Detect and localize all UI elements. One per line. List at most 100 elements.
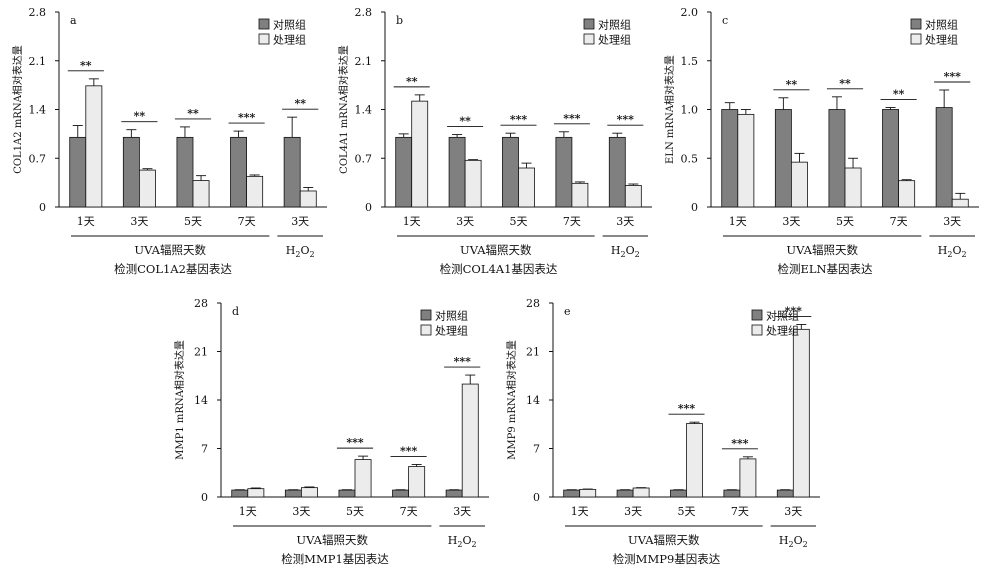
significance-label: *** (944, 70, 962, 83)
bar-treated (792, 328, 810, 498)
panel-caption: 检测MMP9基因表达 (613, 552, 721, 566)
x-tick-label: 3天 (616, 215, 634, 228)
bar-treated (247, 488, 265, 498)
significance-label: *** (678, 402, 696, 415)
y-tick-label: 2.8 (29, 6, 47, 19)
group-label-h2o2: H2O2 (448, 534, 477, 549)
legend-label-control: 对照组 (925, 18, 958, 32)
x-tick-label: 3天 (456, 215, 474, 228)
x-tick-label: 1天 (77, 215, 95, 228)
bar-treated (408, 466, 426, 498)
significance-label: *** (731, 437, 749, 450)
y-axis-label: ELN mRNA相对表达量 (663, 55, 676, 164)
bar-treated (300, 487, 318, 498)
x-tick-label: 3天 (782, 215, 800, 228)
y-tick-label: 2.1 (29, 55, 47, 68)
y-tick-label: 14 (526, 394, 540, 407)
y-tick-label: 21 (526, 346, 540, 359)
x-tick-label: 5天 (510, 215, 528, 228)
panel-a: 0 0.7 1.4 2.1 2.8 COL1A2 mRNA相对表达量 a ** 1天 ** 3天 **… (11, 6, 327, 276)
x-tick-label: 7天 (238, 215, 256, 228)
legend-label-treated: 处理组 (925, 33, 958, 47)
bar-treated (138, 169, 156, 208)
group-label-h2o2: H2O2 (938, 244, 967, 259)
bar-control (502, 136, 519, 208)
x-tick-label: 3天 (784, 505, 802, 518)
panel-caption: 检测COL1A2基因表达 (114, 262, 232, 276)
bar-control (563, 489, 581, 498)
y-tick-label: 1.0 (681, 104, 699, 117)
significance-label: *** (617, 113, 635, 126)
y-axis-label: MMP9 mRNA相对表达量 (505, 340, 518, 460)
x-tick-label: 3天 (291, 215, 309, 228)
bar-control (448, 136, 466, 208)
legend-label-treated: 处理组 (435, 324, 468, 338)
legend-swatch-control (258, 18, 270, 30)
y-axis-label: MMP1 mRNA相对表达量 (173, 340, 186, 460)
x-tick-label: 3天 (943, 215, 961, 228)
panel-caption: 检测MMP1基因表达 (281, 552, 389, 566)
panel-letter: a (70, 14, 77, 27)
y-tick-label: 1.5 (681, 55, 699, 68)
bar-treated (518, 167, 535, 208)
bar-control (231, 489, 249, 498)
bar-control (230, 136, 248, 208)
panel-letter: b (396, 14, 403, 27)
x-tick-label: 3天 (453, 505, 471, 518)
bar-treated (632, 487, 650, 498)
bar-treated (739, 458, 757, 498)
y-tick-label: 28 (194, 297, 208, 310)
bar-control (935, 107, 953, 208)
bar-treated (579, 488, 597, 498)
legend-swatch-treated (420, 324, 432, 336)
bar-treated (686, 423, 703, 498)
y-tick-label: 0 (533, 491, 540, 504)
bar-control (284, 489, 302, 498)
bar-control (721, 109, 739, 208)
y-tick-label: 2.0 (681, 6, 699, 19)
panel-d: 0 7 14 21 28 MMP1 mRNA相对表达量 d 1天 3天 *** 5天 *** 7天 ***… (173, 297, 489, 566)
bar-control (774, 109, 792, 208)
bar-treated (844, 167, 862, 208)
significance-label: ** (893, 88, 905, 101)
significance-label: *** (454, 355, 472, 368)
legend-swatch-treated (258, 33, 270, 45)
bar-treated (624, 185, 642, 208)
bar-treated (354, 459, 372, 498)
y-tick-label: 2.1 (355, 55, 373, 68)
bar-control (723, 489, 741, 498)
bar-control (395, 136, 413, 208)
legend-label-treated: 处理组 (273, 33, 306, 47)
bar-control (176, 136, 194, 208)
significance-label: *** (400, 444, 418, 457)
panel-letter: d (232, 305, 239, 318)
bar-treated (951, 198, 969, 208)
bar-treated (411, 100, 429, 208)
legend-swatch-treated (910, 33, 922, 45)
bar-control (882, 109, 900, 208)
group-label-uva: UVA辐照天数 (134, 243, 206, 257)
panel-e: 0 7 14 21 28 MMP9 mRNA相对表达量 e 1天 3天 *** 5天 *** 7天 ***… (505, 297, 820, 566)
bar-control (392, 489, 409, 498)
x-tick-label: 5天 (836, 215, 854, 228)
y-tick-label: 0 (365, 201, 372, 214)
y-tick-label: 28 (526, 297, 540, 310)
significance-label: *** (238, 111, 256, 124)
bar-treated (898, 180, 916, 208)
bar-treated (461, 383, 479, 498)
significance-label: ** (786, 78, 798, 91)
y-tick-label: 0 (201, 491, 208, 504)
x-tick-label: 7天 (563, 215, 581, 228)
legend-swatch-control (910, 18, 922, 30)
y-tick-label: 1.4 (29, 104, 47, 117)
x-tick-label: 1天 (729, 215, 747, 228)
bar-treated (464, 159, 482, 208)
x-tick-label: 3天 (130, 215, 148, 228)
group-label-h2o2: H2O2 (779, 534, 808, 549)
x-tick-label: 5天 (346, 505, 364, 518)
bar-treated (791, 161, 808, 208)
x-tick-label: 5天 (678, 505, 696, 518)
group-label-uva: UVA辐照天数 (460, 243, 532, 257)
legend-swatch-treated (583, 33, 595, 45)
